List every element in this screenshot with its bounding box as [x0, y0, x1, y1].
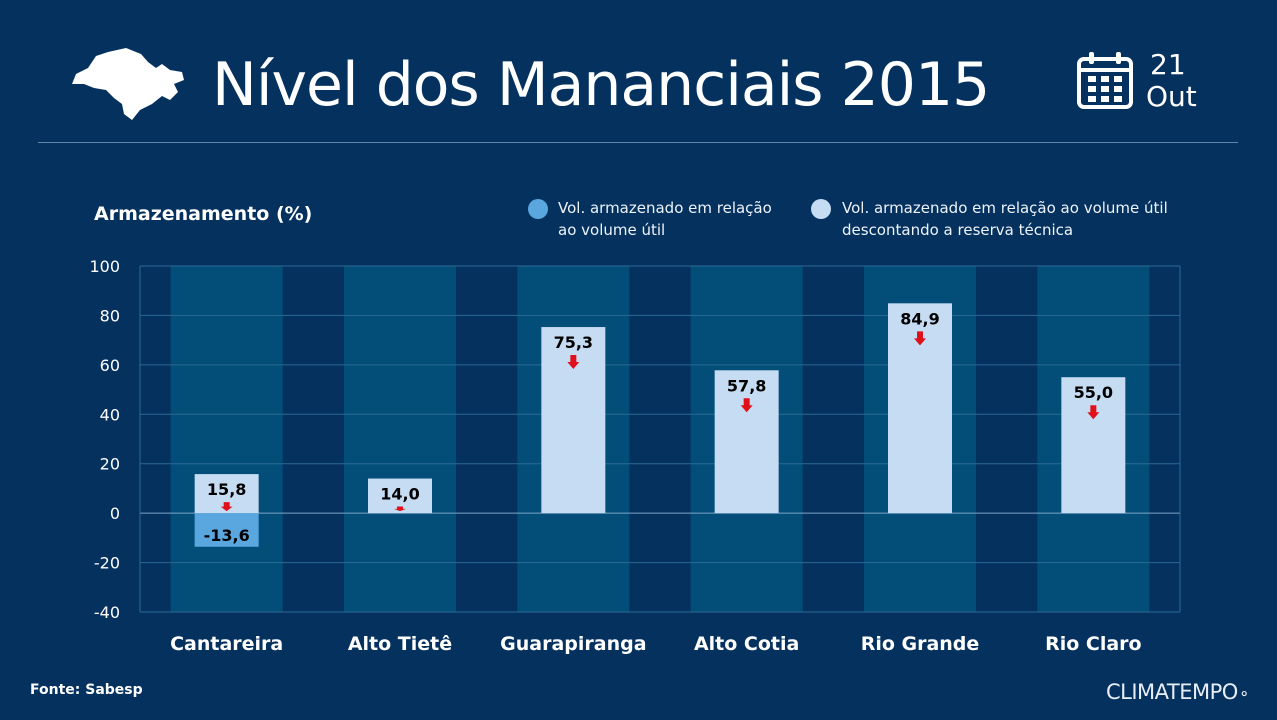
trend-down-arrow	[394, 506, 406, 512]
y-tick-label: 100	[89, 257, 120, 276]
negative-data-label: -13,6	[204, 526, 250, 545]
brand-logo: CLIMATEMPO⚬	[1106, 680, 1250, 704]
category-label: Alto Tietê	[348, 633, 452, 655]
data-label: 15,8	[207, 480, 246, 499]
header-divider	[38, 142, 1238, 143]
trend-down-arrow	[1087, 405, 1100, 420]
source-note: Fonte: Sabesp	[30, 682, 143, 698]
trend-down-arrow	[567, 355, 580, 370]
y-tick-label: 20	[100, 455, 120, 474]
column-band	[344, 266, 456, 612]
data-label: 75,3	[554, 333, 593, 352]
date-month: Out	[1146, 80, 1197, 113]
negative-bar	[194, 513, 259, 547]
data-label: 57,8	[727, 376, 766, 395]
bar	[1061, 377, 1126, 514]
calendar-icon	[1077, 52, 1133, 109]
y-tick-label: 80	[100, 306, 120, 325]
trend-down-arrow	[220, 502, 233, 512]
y-tick-label: 0	[110, 504, 120, 523]
bar	[714, 370, 779, 514]
bar	[541, 327, 606, 514]
y-tick-label: 60	[100, 356, 120, 375]
category-label: Alto Cotia	[694, 633, 799, 655]
y-axis-title: Armazenamento (%)	[94, 203, 313, 225]
category-label: Rio Grande	[861, 633, 980, 655]
data-label: 55,0	[1074, 383, 1113, 402]
data-label: 14,0	[380, 485, 419, 504]
legend-label-volume-util: Vol. armazenado em relação ao volume úti…	[558, 199, 772, 239]
date-day: 21	[1150, 48, 1186, 81]
column-band	[170, 266, 283, 612]
data-label: 84,9	[900, 309, 939, 328]
category-label: Rio Claro	[1045, 633, 1142, 655]
category-label: Cantareira	[170, 633, 283, 655]
sao-paulo-state-map-icon	[72, 48, 184, 120]
y-tick-label: 40	[100, 405, 120, 424]
category-label: Guarapiranga	[500, 633, 646, 655]
trend-down-arrow	[914, 331, 926, 346]
y-tick-label: -20	[94, 554, 120, 573]
page-title: Nível dos Mananciais 2015	[212, 50, 990, 120]
y-tick-label: -40	[94, 603, 120, 622]
trend-down-arrow	[740, 398, 753, 413]
legend-swatch-volume-util	[528, 199, 548, 219]
legend-swatch-reserva-tecnica	[811, 199, 831, 219]
legend-label-reserva-tecnica: Vol. armazenado em relação ao volume úti…	[842, 199, 1168, 239]
